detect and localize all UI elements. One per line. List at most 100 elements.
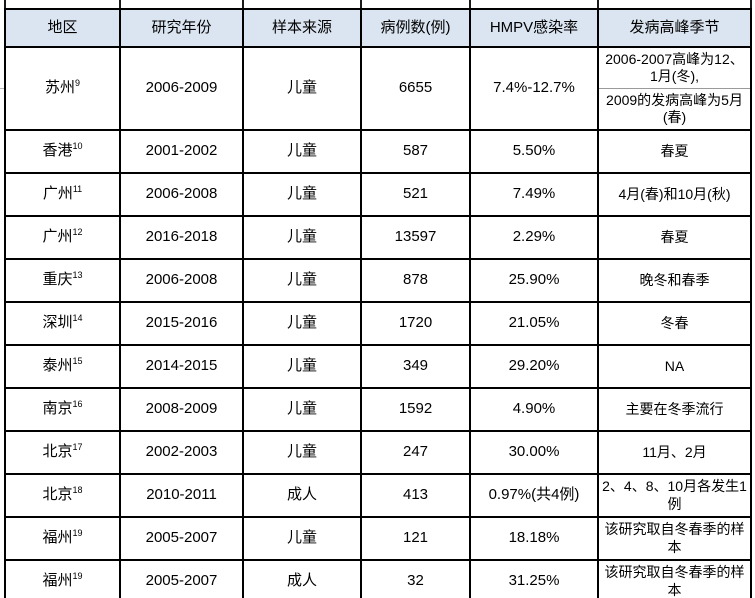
cell-source: 儿童 xyxy=(242,430,362,475)
cell-peak-upper: 2006-2007高峰为12、1月(冬), xyxy=(597,46,752,89)
cell-years: 2008-2009 xyxy=(119,387,244,432)
hmpv-study-table: 地区 研究年份 样本来源 病例数(例) HMPV感染率 发病高峰季节 苏州9 2… xyxy=(4,8,752,598)
cell-years: 2002-2003 xyxy=(119,430,244,475)
cell-peak: 晚冬和春季 xyxy=(597,258,752,303)
cell-years: 2006-2008 xyxy=(119,258,244,303)
cell-cases: 521 xyxy=(360,172,471,217)
reference-superscript: 18 xyxy=(72,485,83,496)
cell-region: 北京17 xyxy=(4,430,121,475)
gridline-stub xyxy=(750,0,752,8)
cell-cases: 1592 xyxy=(360,387,471,432)
cell-cases: 247 xyxy=(360,430,471,475)
cell-region: 苏州9 xyxy=(4,46,121,131)
cell-years: 2005-2007 xyxy=(119,516,244,561)
header-cell-source: 样本来源 xyxy=(242,8,362,48)
header-cell-peak: 发病高峰季节 xyxy=(597,8,752,48)
table-body: 苏州9 2006-2009 儿童 6655 7.4%-12.7% 2006-20… xyxy=(4,46,752,598)
table-row: 重庆13 2006-2008 儿童 878 25.90% 晚冬和春季 xyxy=(4,258,752,303)
cell-cases: 32 xyxy=(360,559,471,598)
region-text: 福州 xyxy=(42,529,73,547)
cell-cases: 878 xyxy=(360,258,471,303)
gridline-stub xyxy=(469,0,471,8)
cell-peak: 主要在冬季流行 xyxy=(597,387,752,432)
cell-source: 儿童 xyxy=(242,215,362,260)
gridline-stub xyxy=(597,0,599,8)
cell-rate: 21.05% xyxy=(469,301,599,346)
cell-rate: 25.90% xyxy=(469,258,599,303)
table-row: 2009的发病高峰为5月(春) xyxy=(5,88,752,131)
cell-rate: 7.49% xyxy=(469,172,599,217)
cell-cases: 413 xyxy=(360,473,471,518)
reference-superscript: 17 xyxy=(72,442,83,453)
cell-peak: 11月、2月 xyxy=(597,430,752,475)
table-row: 福州19 2005-2007 成人 32 31.25% 该研究取自冬春季的样本 xyxy=(4,559,752,598)
gridline-stub xyxy=(751,591,752,598)
cell-peak: NA xyxy=(597,344,752,389)
cell-years: 2016-2018 xyxy=(119,215,244,260)
cell-region: 北京18 xyxy=(4,473,121,518)
region-text: 南京 xyxy=(42,400,73,418)
table-row: 北京17 2002-2003 儿童 247 30.00% 11月、2月 xyxy=(4,430,752,475)
cell-region: 福州19 xyxy=(4,559,121,598)
header-cell-rate: HMPV感染率 xyxy=(469,8,599,48)
reference-superscript: 19 xyxy=(72,571,83,582)
cell-source: 成人 xyxy=(242,559,362,598)
cell-region: 广州12 xyxy=(4,215,121,260)
region-text: 香港 xyxy=(42,142,73,160)
cell-cases: 1720 xyxy=(360,301,471,346)
cell-region: 广州11 xyxy=(4,172,121,217)
reference-superscript: 14 xyxy=(72,313,83,324)
cell-rate: 4.90% xyxy=(469,387,599,432)
cell-cases: 121 xyxy=(360,516,471,561)
table-row: 南京16 2008-2009 儿童 1592 4.90% 主要在冬季流行 xyxy=(4,387,752,432)
cell-source: 儿童 xyxy=(242,172,362,217)
cell-region: 泰州15 xyxy=(4,344,121,389)
cell-years: 2005-2007 xyxy=(119,559,244,598)
region-text: 北京 xyxy=(42,486,73,504)
cell-peak: 4月(春)和10月(秋) xyxy=(597,172,752,217)
cell-years: 2006-2008 xyxy=(119,172,244,217)
hmpv-study-table-wrap: 地区 研究年份 样本来源 病例数(例) HMPV感染率 发病高峰季节 苏州9 2… xyxy=(4,8,752,598)
cell-peak-lower: 2009的发病高峰为5月(春) xyxy=(597,88,752,131)
cell-peak: 春夏 xyxy=(597,215,752,260)
cell-region: 福州19 xyxy=(4,516,121,561)
cell-rate: 7.4%-12.7% xyxy=(469,46,599,131)
region-text: 福州 xyxy=(42,572,73,590)
reference-superscript: 9 xyxy=(75,78,81,89)
cell-rate: 0.97%(共4例) xyxy=(469,473,599,518)
cell-rate: 29.20% xyxy=(469,344,599,389)
cell-source: 儿童 xyxy=(242,301,362,346)
cell-cases: 6655 xyxy=(360,46,471,131)
cell-rate: 31.25% xyxy=(469,559,599,598)
cell-source: 儿童 xyxy=(242,344,362,389)
cell-region: 深圳14 xyxy=(4,301,121,346)
cell-rate: 18.18% xyxy=(469,516,599,561)
cell-rate: 30.00% xyxy=(469,430,599,475)
region-text: 广州 xyxy=(42,185,73,203)
region-text: 北京 xyxy=(42,443,73,461)
cell-years: 2010-2011 xyxy=(119,473,244,518)
reference-superscript: 19 xyxy=(72,528,83,539)
cell-years: 2014-2015 xyxy=(119,344,244,389)
table-row: 泰州15 2014-2015 儿童 349 29.20% NA xyxy=(4,344,752,389)
gridline-stub xyxy=(0,88,4,89)
table-row: 广州11 2006-2008 儿童 521 7.49% 4月(春)和10月(秋) xyxy=(4,172,752,217)
cell-peak: 春夏 xyxy=(597,129,752,174)
cell-region: 南京16 xyxy=(4,387,121,432)
table-row: 苏州9 2006-2009 儿童 6655 7.4%-12.7% 2006-20… xyxy=(4,46,752,131)
header-cell-region: 地区 xyxy=(4,8,121,48)
cell-source: 成人 xyxy=(242,473,362,518)
gridline-stub xyxy=(360,0,362,8)
reference-superscript: 10 xyxy=(72,141,83,152)
cell-years: 2015-2016 xyxy=(119,301,244,346)
gridline-stub xyxy=(242,0,244,8)
table-header: 地区 研究年份 样本来源 病例数(例) HMPV感染率 发病高峰季节 xyxy=(4,8,752,48)
reference-superscript: 11 xyxy=(72,184,83,195)
table-row: 北京18 2010-2011 成人 413 0.97%(共4例) 2、4、8、1… xyxy=(4,473,752,518)
region-text: 泰州 xyxy=(42,357,73,375)
region-text: 苏州 xyxy=(44,79,75,97)
cell-peak: 该研究取自冬春季的样本 xyxy=(597,559,752,598)
cell-years: 2006-2009 xyxy=(119,46,244,131)
table-row: 福州19 2005-2007 儿童 121 18.18% 该研究取自冬春季的样本 xyxy=(4,516,752,561)
